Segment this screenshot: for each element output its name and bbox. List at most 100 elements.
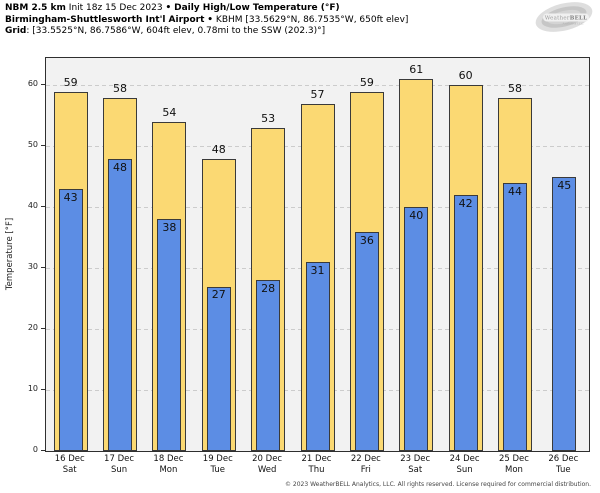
x-label-day: Sun: [110, 465, 128, 475]
x-tick-label-26-dec-tue: 26 Dec Tue: [535, 454, 591, 476]
x-tick-label-25-dec-mon: 25 Dec Mon: [486, 454, 542, 476]
low-value-17-dec-sun: 48: [113, 160, 128, 174]
x-label-date: 21 Dec: [301, 454, 332, 464]
bar-low-18-dec-mon: [157, 219, 182, 451]
y-tick-label-20: 20: [27, 323, 38, 333]
copyright-notice: © 2023 WeatherBELL Analytics, LLC. All r…: [285, 481, 591, 488]
x-label-date: 26 Dec: [548, 454, 579, 464]
station-separator: •: [207, 14, 214, 25]
x-label-day: Fri: [360, 465, 371, 475]
bar-low-26-dec-tue: [552, 176, 577, 451]
high-value-23-dec-sat: 61: [409, 63, 424, 77]
x-tick-label-19-dec-tue: 19 Dec Tue: [190, 454, 246, 476]
x-label-date: 16 Dec: [54, 454, 85, 464]
high-value-24-dec-sun: 60: [458, 69, 473, 83]
high-value-19-dec-tue: 48: [211, 142, 226, 156]
x-tick-label-18-dec-mon: 18 Dec Mon: [140, 454, 196, 476]
low-value-19-dec-tue: 27: [211, 288, 226, 302]
low-value-23-dec-sat: 40: [409, 209, 424, 223]
bar-low-17-dec-sun: [108, 158, 133, 451]
x-tick-label-17-dec-sun: 17 Dec Sun: [91, 454, 147, 476]
x-label-date: 18 Dec: [153, 454, 184, 464]
low-value-20-dec-wed: 28: [261, 282, 276, 296]
x-label-day: Sat: [62, 465, 77, 475]
y-axis-title: Temperature [°F]: [5, 217, 15, 291]
title-line-3: Grid: [33.5525°N, 86.7586°W, 604ft elev,…: [5, 26, 408, 38]
y-tick-mark-50: [41, 145, 45, 147]
x-label-date: 24 Dec: [449, 454, 480, 464]
high-value-18-dec-mon: 54: [162, 105, 177, 119]
bar-low-23-dec-sat: [404, 207, 429, 451]
low-value-16-dec-sat: 43: [63, 191, 78, 204]
y-tick-label-10: 10: [27, 384, 38, 394]
svg-text:Analytics LLC: Analytics LLC: [561, 22, 584, 26]
bar-low-24-dec-sun: [453, 195, 478, 451]
title-line-1: NBM 2.5 km Init 18z 15 Dec 2023 • Daily …: [5, 3, 408, 15]
bar-low-19-dec-tue: [206, 286, 231, 451]
y-tick-label-60: 60: [27, 79, 38, 89]
grid-label: Grid: [5, 26, 27, 36]
y-tick-label-40: 40: [27, 201, 38, 211]
x-label-date: 19 Dec: [202, 454, 233, 464]
x-tick-label-23-dec-sat: 23 Dec Sat: [387, 454, 443, 476]
high-value-22-dec-fri: 59: [359, 75, 374, 89]
model-name: NBM 2.5 km: [5, 3, 66, 13]
low-value-21-dec-thu: 31: [310, 264, 325, 278]
init-time: Init 18z 15 Dec 2023: [68, 3, 163, 13]
x-label-date: 17 Dec: [104, 454, 135, 464]
title-line-2: Birmingham-Shuttlesworth Int'l Airport •…: [5, 15, 408, 27]
x-tick-label-24-dec-sun: 24 Dec Sun: [437, 454, 493, 476]
x-label-day: Wed: [257, 465, 277, 475]
y-tick-label-30: 30: [27, 262, 38, 272]
svg-text:WeatherBELL: WeatherBELL: [545, 16, 587, 22]
y-tick-mark-0: [41, 450, 45, 451]
y-tick-mark-10: [41, 389, 45, 391]
low-value-24-dec-sun: 42: [458, 197, 473, 211]
bar-low-16-dec-sat: [58, 189, 83, 451]
x-tick-label-20-dec-wed: 20 Dec Wed: [239, 454, 295, 476]
y-tick-mark-60: [41, 84, 45, 86]
high-value-21-dec-thu: 57: [310, 87, 325, 101]
bar-low-25-dec-mon: [502, 182, 527, 451]
x-label-day: Mon: [504, 465, 523, 475]
low-value-25-dec-mon: 44: [507, 184, 522, 198]
y-tick-label-0: 0: [32, 445, 38, 454]
x-tick-label-22-dec-fri: 22 Dec Fri: [338, 454, 394, 476]
x-label-day: Sat: [408, 465, 423, 475]
x-label-date: 22 Dec: [350, 454, 381, 464]
high-value-20-dec-wed: 53: [261, 112, 276, 126]
x-tick-label-21-dec-thu: 21 Dec Thu: [289, 454, 345, 476]
y-tick-mark-30: [41, 267, 45, 269]
high-value-16-dec-sat: 59: [63, 75, 78, 89]
station-coords: KBHM [33.5629°N, 86.7535°W, 650ft elev]: [215, 14, 409, 25]
gridline-60: [46, 85, 589, 87]
bar-low-22-dec-fri: [354, 231, 379, 451]
grid-coords: : [33.5525°N, 86.7586°W, 604ft elev, 0.7…: [26, 26, 326, 36]
y-tick-mark-40: [41, 206, 45, 208]
x-label-day: Sun: [456, 465, 473, 475]
high-value-25-dec-mon: 58: [507, 81, 522, 95]
low-value-22-dec-fri: 36: [359, 233, 374, 247]
product-name: Daily High/Low Temperature (°F): [174, 3, 340, 13]
weatherbell-swirl-icon: WeatherBELL Analytics LLC: [535, 2, 593, 32]
x-label-date: 23 Dec: [400, 454, 431, 464]
x-label-day: Tue: [210, 465, 226, 475]
title-separator: •: [165, 3, 172, 13]
y-tick-label-50: 50: [27, 140, 38, 150]
x-tick-label-16-dec-sat: 16 Dec Sat: [42, 454, 98, 476]
chart-header: NBM 2.5 km Init 18z 15 Dec 2023 • Daily …: [5, 3, 408, 38]
y-tick-mark-20: [41, 328, 45, 330]
x-label-date: 20 Dec: [252, 454, 283, 464]
weatherbell-logo: WeatherBELL Analytics LLC: [531, 2, 597, 33]
low-value-26-dec-tue: 45: [557, 178, 572, 192]
bar-low-21-dec-thu: [305, 262, 330, 451]
bar-low-20-dec-wed: [256, 280, 281, 451]
high-value-17-dec-sun: 58: [113, 81, 128, 95]
x-label-day: Mon: [159, 465, 178, 475]
x-label-day: Tue: [556, 465, 571, 475]
x-label-date: 25 Dec: [498, 454, 529, 464]
x-label-day: Thu: [308, 465, 325, 475]
plot-area: 59 43 58 48 54 38 48 27 53 28 57 31 59 36 61 40 60 42 58 44…: [45, 57, 590, 452]
low-value-18-dec-mon: 38: [162, 221, 177, 235]
station-name: Birmingham-Shuttlesworth Int'l Airport: [5, 14, 205, 25]
